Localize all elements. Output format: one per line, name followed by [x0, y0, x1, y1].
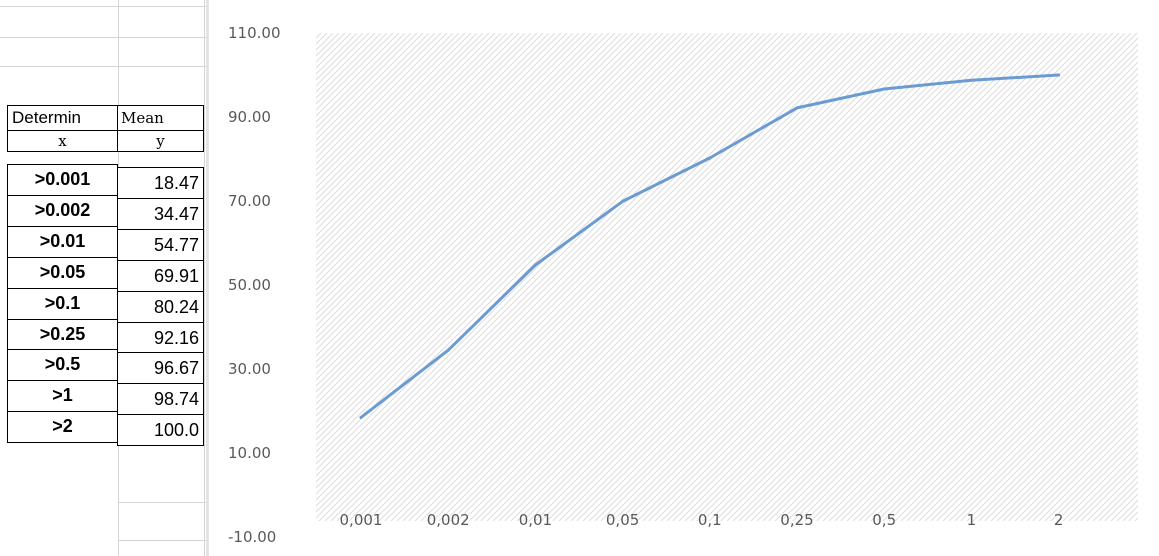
x-tick-label: 0,5 — [872, 511, 896, 529]
sheet-row-line — [118, 540, 206, 541]
x-tick-label: 0,01 — [519, 511, 552, 529]
sheet-row-line — [0, 66, 206, 67]
data-point — [621, 199, 625, 203]
x-tick-label: 0,002 — [427, 511, 470, 529]
y-value-cell[interactable]: 98.74 — [117, 383, 204, 415]
x-tick-label: 0,001 — [340, 511, 383, 529]
x-tick-label: 1 — [967, 511, 977, 529]
data-point — [882, 87, 886, 91]
data-point — [446, 348, 450, 352]
x-value-cell[interactable]: >0.25 — [7, 319, 118, 351]
x-tick-label: 2 — [1054, 511, 1064, 529]
subheader-x-cell[interactable]: x — [7, 130, 118, 152]
header-x-cell[interactable]: Determin — [7, 105, 118, 131]
y-tick-label: 10.00 — [228, 444, 271, 462]
y-tick-label: 90.00 — [228, 108, 271, 126]
x-value-cell[interactable]: >0.5 — [7, 349, 118, 381]
y-tick-label: -10.00 — [228, 528, 276, 546]
y-tick-label: 70.00 — [228, 192, 271, 210]
x-value-cell[interactable]: >2 — [7, 411, 118, 443]
y-tick-label: 30.00 — [228, 360, 271, 378]
y-value-cell[interactable]: 69.91 — [117, 260, 204, 292]
sheet-edge — [206, 0, 209, 556]
data-point — [533, 263, 537, 267]
y-value-cell[interactable]: 18.47 — [117, 167, 204, 199]
x-tick-label: 0,05 — [606, 511, 639, 529]
data-point — [359, 415, 363, 419]
data-point — [795, 106, 799, 110]
sheet-row-line — [0, 37, 206, 38]
x-value-cell[interactable]: >0.001 — [7, 164, 118, 196]
x-value-cell[interactable]: >1 — [7, 380, 118, 412]
y-tick-label: 50.00 — [228, 276, 271, 294]
subheader-y-cell[interactable]: y — [117, 130, 204, 152]
y-value-cell[interactable]: 54.77 — [117, 229, 204, 261]
data-point — [1057, 73, 1061, 77]
y-value-cell[interactable]: 100.0 — [117, 414, 204, 446]
x-value-cell[interactable]: >0.002 — [7, 195, 118, 227]
x-tick-label: 0,1 — [698, 511, 722, 529]
data-point — [969, 78, 973, 82]
data-point — [708, 156, 712, 160]
y-value-cell[interactable]: 92.16 — [117, 322, 204, 354]
plot-area — [316, 33, 1138, 521]
x-value-cell[interactable]: >0.1 — [7, 288, 118, 320]
y-value-cell[interactable]: 34.47 — [117, 198, 204, 230]
y-tick-label: 110.00 — [228, 24, 281, 42]
sheet-column-line — [204, 0, 205, 556]
x-tick-label: 0,25 — [780, 511, 813, 529]
sheet-row-line — [118, 502, 206, 503]
x-value-cell[interactable]: >0.01 — [7, 226, 118, 258]
sheet-row-line — [0, 6, 206, 7]
